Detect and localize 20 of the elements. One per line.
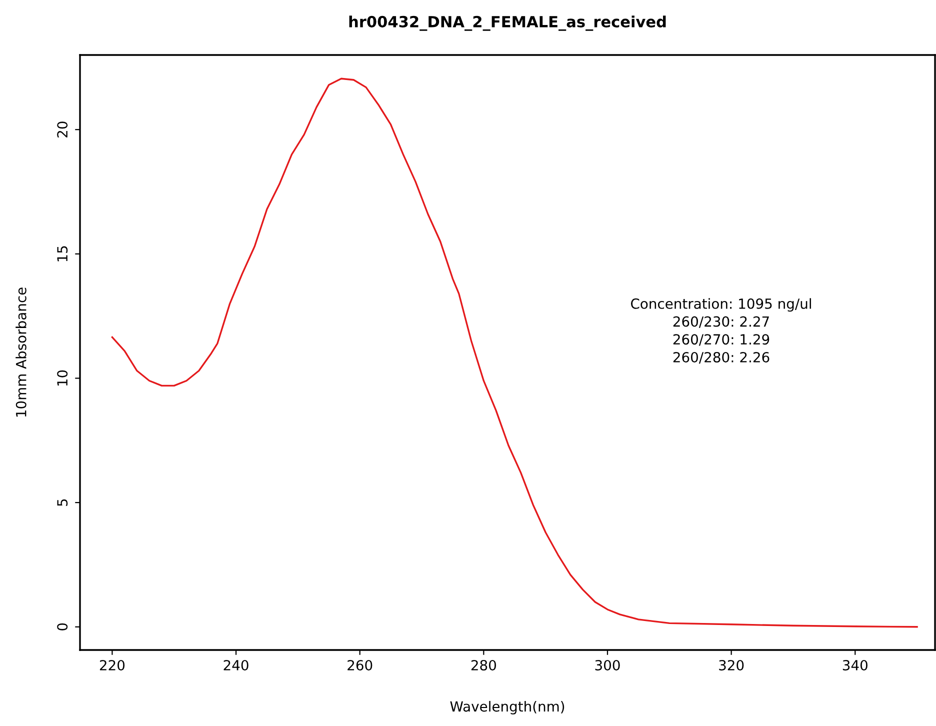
x-tick-label: 340 bbox=[842, 660, 868, 670]
y-tick-label: 5 bbox=[57, 499, 68, 506]
x-tick-label: 320 bbox=[719, 660, 744, 670]
x-axis-title: Wavelength(nm) bbox=[450, 700, 564, 714]
annotation: Concentration: 1095 ng/ul bbox=[630, 298, 811, 312]
y-tick-label: 10 bbox=[57, 370, 68, 386]
x-tick-label: 280 bbox=[471, 660, 496, 670]
y-axis-title: 10mm Absorbance bbox=[16, 288, 26, 417]
annotation: 260/270: 1.29 bbox=[673, 334, 770, 346]
x-tick-label: 300 bbox=[595, 660, 620, 670]
y-tick-label: 15 bbox=[57, 246, 68, 262]
x-tick-label: 240 bbox=[224, 660, 248, 670]
x-tick-label: 260 bbox=[348, 660, 372, 670]
y-tick-label: 0 bbox=[57, 623, 68, 630]
x-tick-label: 220 bbox=[100, 660, 125, 670]
annotation: 260/280: 2.26 bbox=[673, 352, 770, 364]
line-series bbox=[111, 78, 918, 628]
annotation: 260/230: 2.27 bbox=[673, 316, 769, 328]
y-tick-label: 20 bbox=[57, 122, 68, 138]
chart-title: hr00432_DNA_2_FEMALE_as_received bbox=[349, 16, 666, 31]
